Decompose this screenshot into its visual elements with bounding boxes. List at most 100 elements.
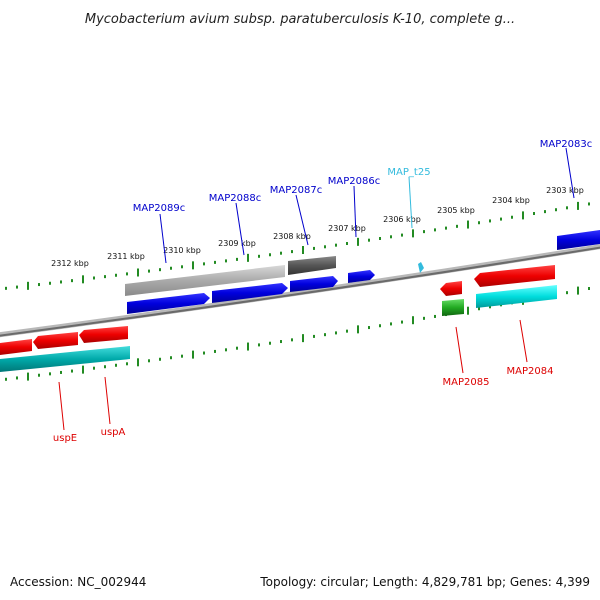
- lower-scale-major-tick: [357, 325, 359, 334]
- upper-scale-major-tick: [82, 275, 84, 284]
- gene-uspA-arrow[interactable]: [79, 326, 128, 343]
- upper-scale-minor-tick: [280, 251, 282, 255]
- gene-label-MAP2084[interactable]: MAP2084: [507, 366, 554, 377]
- trna-MAP_t25-marker[interactable]: [418, 262, 424, 273]
- leader-line-MAP2089c: [159, 213, 167, 264]
- lower-scale-minor-tick: [423, 316, 425, 320]
- gene-label-MAP_t25[interactable]: MAP_t25: [387, 167, 430, 178]
- upper-scale-minor-tick: [313, 246, 315, 250]
- cyan-feature-block-right[interactable]: [476, 285, 557, 308]
- gene-MAP2085-arrow[interactable]: [440, 281, 462, 296]
- lower-scale-minor-tick: [93, 366, 95, 370]
- upper-scale-minor-tick: [555, 208, 557, 212]
- lower-scale-major-tick: [412, 316, 414, 325]
- lower-scale-minor-tick: [588, 287, 590, 291]
- gene-label-MAP2085[interactable]: MAP2085: [443, 377, 490, 388]
- gene-label-MAP2089c[interactable]: MAP2089c: [133, 203, 185, 214]
- gene-uspE-arrow[interactable]: [0, 339, 32, 355]
- upper-blue-genes: [127, 230, 600, 314]
- gene-MAP2083c-arrow[interactable]: [557, 230, 600, 250]
- leader-line-MAP2087c: [295, 194, 309, 246]
- genome-summary-text: Topology: circular; Length: 4,829,781 bp…: [259, 575, 590, 589]
- leader-line-MAP2083c: [565, 147, 575, 199]
- scale-label-2310: 2310 kbp: [163, 246, 201, 255]
- upper-scale-minor-tick: [566, 206, 568, 210]
- cyan-feature-block[interactable]: [0, 346, 130, 372]
- upper-gene-labels: MAP2089c MAP2088c MAP2087c MAP2086c MAP_…: [133, 139, 592, 214]
- gene-MAP2089c-arrow[interactable]: [127, 293, 210, 314]
- scale-label-2311: 2311 kbp: [107, 252, 145, 261]
- gene-MAP2087c-arrow[interactable]: [290, 276, 338, 292]
- upper-scale-minor-tick: [148, 269, 150, 273]
- gene-label-uspA[interactable]: uspA: [101, 427, 126, 438]
- gene-label-MAP2083c[interactable]: MAP2083c: [540, 139, 592, 150]
- gene-label-MAP2086c[interactable]: MAP2086c: [328, 176, 380, 187]
- lower-colored-features: [0, 285, 557, 372]
- leader-line-MAP2085: [455, 326, 464, 374]
- lower-scale-minor-tick: [5, 377, 7, 381]
- lower-scale-minor-tick: [379, 324, 381, 328]
- upper-scale-major-tick: [357, 237, 359, 246]
- scale-label-2306: 2306 kbp: [383, 215, 421, 224]
- lower-scale-minor-tick: [214, 349, 216, 353]
- lower-scale-major-tick: [577, 286, 579, 295]
- upper-scale-major-tick: [522, 211, 524, 220]
- lower-scale-minor-tick: [324, 333, 326, 337]
- gene-label-uspE[interactable]: uspE: [53, 433, 77, 444]
- gene-uspE-arrow-second[interactable]: [33, 332, 78, 349]
- upper-gray-features: [125, 256, 336, 296]
- upper-scale-minor-tick: [335, 243, 337, 247]
- gene-label-MAP2088c[interactable]: MAP2088c: [209, 193, 261, 204]
- accession-text: Accession: NC_002944: [10, 575, 146, 589]
- scale-label-2303: 2303 kbp: [546, 186, 584, 195]
- leader-line-MAP_t25: [408, 176, 413, 229]
- lower-scale-minor-tick: [368, 326, 370, 330]
- upper-scale-minor-tick: [71, 279, 73, 283]
- upper-scale-minor-tick: [181, 265, 183, 269]
- lower-scale-minor-tick: [170, 356, 172, 360]
- gene-MAP2086c-arrow[interactable]: [348, 270, 375, 283]
- lower-scale-major-tick: [82, 365, 84, 374]
- gene-MAP2088c-arrow[interactable]: [212, 283, 288, 303]
- upper-scale-major-tick: [137, 268, 139, 277]
- gray-feature-block[interactable]: [125, 265, 285, 296]
- gene-label-MAP2087c[interactable]: MAP2087c: [270, 185, 322, 196]
- lower-gene-labels: uspE uspA MAP2085 MAP2084: [53, 366, 554, 444]
- upper-scale-minor-tick: [170, 266, 172, 270]
- upper-scale-minor-tick: [445, 226, 447, 230]
- gene-MAP2084-arrow[interactable]: [474, 265, 555, 287]
- upper-scale-minor-tick: [379, 236, 381, 240]
- lower-scale-minor-tick: [16, 376, 18, 380]
- lower-scale-minor-tick: [291, 338, 293, 342]
- upper-scale-minor-tick: [368, 238, 370, 242]
- lower-scale-minor-tick: [566, 291, 568, 295]
- lower-scale-major-tick: [192, 350, 194, 359]
- lower-scale-minor-tick: [104, 365, 106, 369]
- upper-scale-minor-tick: [434, 228, 436, 232]
- lower-scale-minor-tick: [478, 307, 480, 311]
- upper-scale-minor-tick: [456, 224, 458, 228]
- lower-red-genes: [0, 265, 555, 355]
- upper-scale-minor-tick: [126, 272, 128, 276]
- upper-scale-minor-tick: [269, 253, 271, 257]
- lower-scale-minor-tick: [434, 314, 436, 318]
- lower-scale-minor-tick: [126, 362, 128, 366]
- green-feature-block[interactable]: [442, 299, 464, 316]
- lower-scale-minor-tick: [269, 341, 271, 345]
- upper-scale-major-tick: [577, 201, 579, 210]
- upper-scale-minor-tick: [324, 245, 326, 249]
- upper-scale-minor-tick: [5, 286, 7, 290]
- lower-scale-minor-tick: [203, 351, 205, 355]
- upper-scale-minor-tick: [544, 210, 546, 214]
- lower-scale-minor-tick: [335, 331, 337, 335]
- upper-scale-minor-tick: [225, 259, 227, 263]
- lower-scale-minor-tick: [60, 370, 62, 374]
- leader-line-uspA: [104, 376, 111, 425]
- dark-gray-feature-block[interactable]: [288, 256, 336, 275]
- upper-scale-minor-tick: [588, 202, 590, 206]
- upper-scale-minor-tick: [93, 276, 95, 280]
- lower-scale-major-tick: [137, 358, 139, 367]
- upper-scale-minor-tick: [38, 283, 40, 287]
- map-title: Mycobacterium avium subsp. paratuberculo…: [85, 12, 515, 27]
